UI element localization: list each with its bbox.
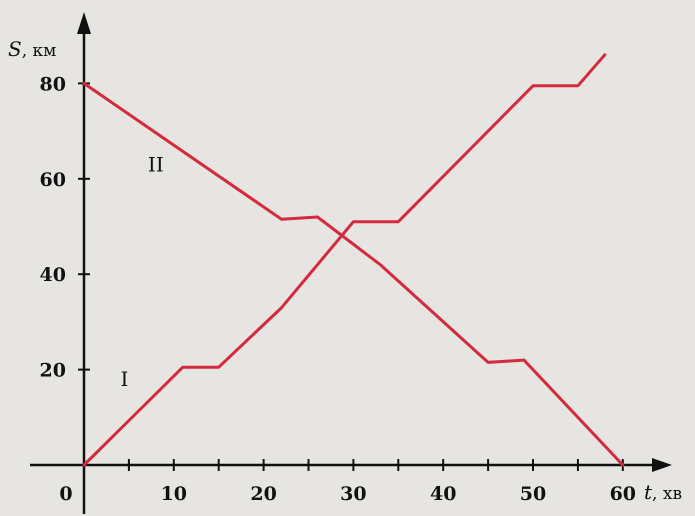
origin-label: 0: [59, 483, 72, 505]
y-axis-unit: , км: [22, 41, 57, 61]
x-tick-label: 40: [430, 483, 456, 505]
y-axis-arrow: [77, 12, 91, 34]
y-tick-label: 20: [40, 360, 66, 382]
series-label-2: II: [148, 152, 164, 176]
x-axis-arrow: [652, 458, 672, 472]
y-tick-label: 40: [40, 264, 66, 286]
x-axis-variable: t: [644, 480, 653, 504]
x-tick-label: 60: [610, 483, 636, 505]
x-ticks: [127, 459, 624, 471]
x-tick-label: 10: [161, 483, 187, 505]
x-tick-label: 20: [250, 483, 276, 505]
y-axis-title: S, км: [8, 37, 56, 61]
x-axis-title: t, хв: [644, 480, 682, 504]
x-tick-label: 50: [520, 483, 546, 505]
y-axis-variable: S: [8, 37, 22, 61]
axes: [30, 12, 672, 514]
x-axis-unit: , хв: [652, 484, 682, 504]
series-labels: III: [120, 152, 163, 391]
series-line-1: [82, 53, 607, 467]
x-tick-label: 30: [340, 483, 366, 505]
y-tick-label: 80: [40, 73, 66, 95]
tick-labels: 10 20 30 40 50 60 20 40 60 80: [40, 73, 636, 505]
series-label-1: I: [120, 367, 128, 391]
series-line-2: [82, 81, 625, 467]
y-tick-label: 60: [40, 169, 66, 191]
series-lines: [82, 53, 625, 467]
